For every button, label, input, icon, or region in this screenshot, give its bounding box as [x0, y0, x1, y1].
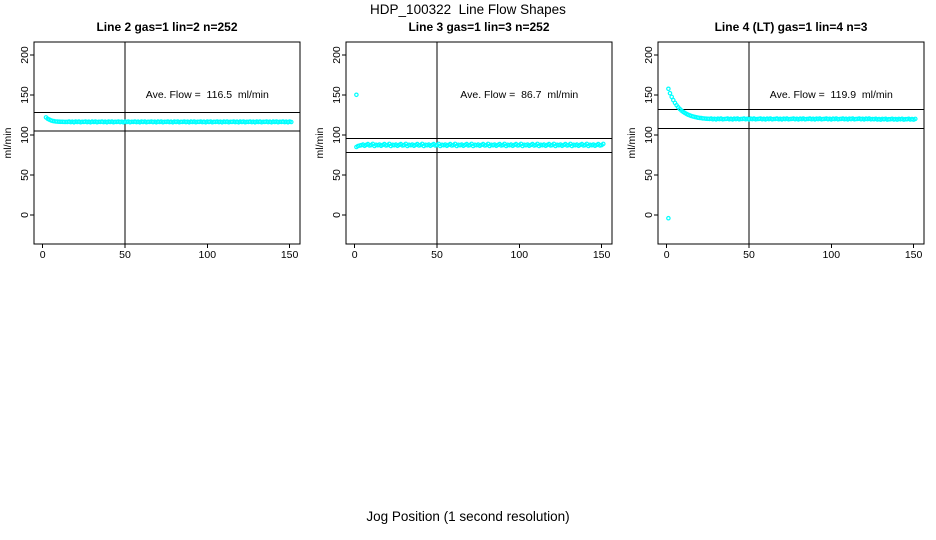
svg-text:50: 50	[119, 249, 131, 261]
line3-flow-chart: 0 50 100 150 0 50 100 150 200 ml/min Line 3 gas=1 …	[314, 20, 613, 261]
svg-text:150: 150	[281, 249, 299, 261]
svg-text:50: 50	[643, 169, 655, 181]
svg-text:Line 2 gas=1 lin=2 n=252: Line 2 gas=1 lin=2 n=252	[96, 20, 237, 34]
svg-text:200: 200	[331, 46, 343, 64]
svg-text:Ave. Flow = 116.5 ml/min: Ave. Flow = 116.5 ml/min	[146, 89, 269, 101]
svg-text:Ave. Flow = 119.9 ml/min: Ave. Flow = 119.9 ml/min	[770, 89, 893, 101]
svg-text:100: 100	[823, 249, 841, 261]
x-axis-label: Jog Position (1 second resolution)	[366, 509, 570, 524]
svg-text:0: 0	[331, 212, 343, 218]
svg-text:150: 150	[19, 86, 31, 104]
svg-text:ml/min: ml/min	[626, 127, 638, 158]
svg-text:0: 0	[40, 249, 46, 261]
svg-text:0: 0	[643, 212, 655, 218]
svg-text:ml/min: ml/min	[314, 127, 326, 158]
svg-text:100: 100	[643, 126, 655, 144]
svg-text:50: 50	[431, 249, 443, 261]
svg-text:0: 0	[352, 249, 358, 261]
svg-text:150: 150	[643, 86, 655, 104]
svg-text:200: 200	[19, 46, 31, 64]
svg-text:100: 100	[331, 126, 343, 144]
svg-text:100: 100	[199, 249, 217, 261]
svg-text:0: 0	[19, 212, 31, 218]
panel-line3: 0 50 100 150 0 50 100 150 200 ml/min Line 3 gas=1 …	[312, 0, 624, 268]
line4-flow-chart: 0 50 100 150 0 50 100 150 200 ml/min Line 4 (LT) g…	[626, 20, 925, 261]
svg-text:50: 50	[19, 169, 31, 181]
panel-line2: 0 50 100 150 0 50 100 150 200 ml/min Line 2 gas=1 …	[0, 0, 312, 268]
svg-text:Ave. Flow = 86.7 ml/min: Ave. Flow = 86.7 ml/min	[460, 89, 578, 101]
svg-text:Line 4 (LT) gas=1 lin=4 n=3: Line 4 (LT) gas=1 lin=4 n=3	[715, 20, 868, 34]
panel-line4: 0 50 100 150 0 50 100 150 200 ml/min Line 4 (LT) g…	[624, 0, 936, 268]
svg-text:100: 100	[19, 126, 31, 144]
svg-text:0: 0	[664, 249, 670, 261]
svg-text:200: 200	[643, 46, 655, 64]
svg-text:50: 50	[331, 169, 343, 181]
figure-title: HDP_100322 Line Flow Shapes	[370, 2, 566, 17]
svg-text:150: 150	[593, 249, 611, 261]
line2-flow-chart: 0 50 100 150 0 50 100 150 200 ml/min Line 2 gas=1 …	[2, 20, 301, 261]
svg-text:150: 150	[331, 86, 343, 104]
svg-text:50: 50	[743, 249, 755, 261]
svg-text:100: 100	[511, 249, 529, 261]
svg-text:ml/min: ml/min	[2, 127, 14, 158]
svg-text:150: 150	[905, 249, 923, 261]
panels-row: 0 50 100 150 0 50 100 150 200 ml/min Line 2 gas=1 …	[0, 0, 936, 268]
svg-text:Line 3 gas=1 lin=3 n=252: Line 3 gas=1 lin=3 n=252	[408, 20, 549, 34]
